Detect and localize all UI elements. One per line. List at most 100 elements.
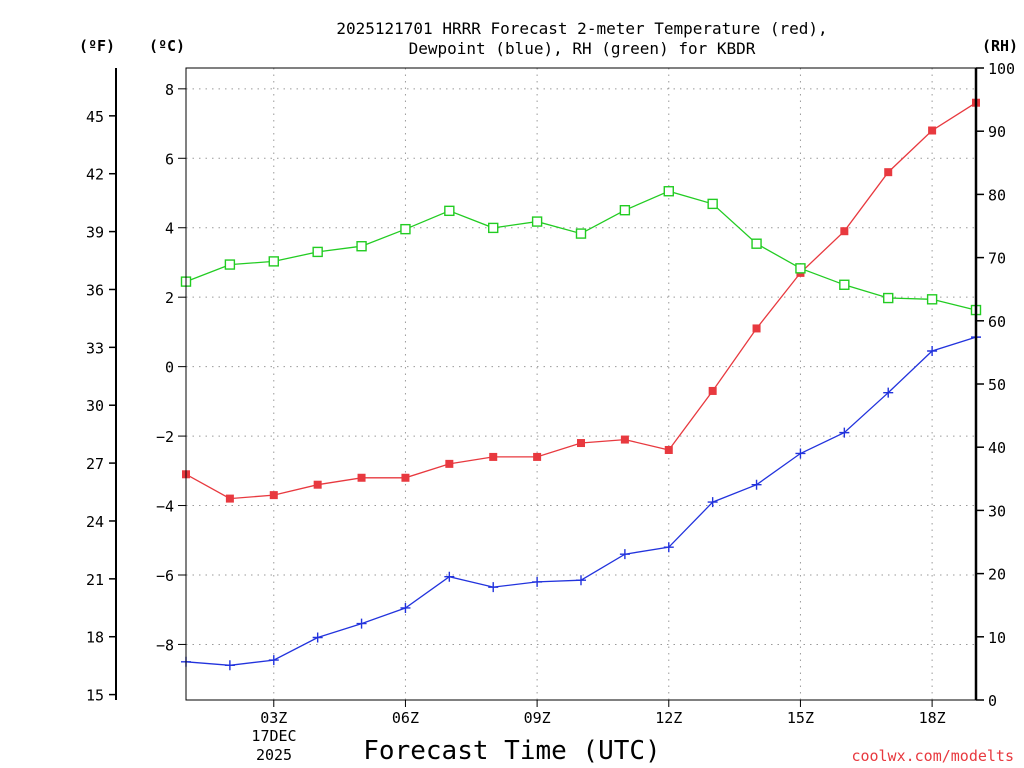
celsius-tick-label: 0: [165, 359, 174, 377]
x-tick-label: 03Z: [260, 709, 287, 727]
x-tick-label: 06Z: [392, 709, 419, 727]
x-tick-label: 12Z: [655, 709, 682, 727]
celsius-unit-label: (ºC): [149, 37, 185, 55]
dewpoint-series-line: [185, 336, 977, 666]
rh-point: [444, 205, 455, 217]
x-tick-label: 18Z: [919, 709, 946, 727]
rh-point: [356, 241, 367, 252]
rh-point: [839, 279, 850, 290]
dewpoint-point: [751, 479, 762, 490]
celsius-tick-label: 4: [165, 220, 174, 238]
date-label-day: 17DEC: [251, 727, 296, 745]
fahrenheit-unit-label: (ºF): [79, 37, 115, 55]
2-meter-temperature-point: [489, 452, 498, 461]
dewpoint-point: [224, 660, 235, 671]
celsius-tick-label: −4: [156, 498, 174, 516]
rh-tick-label: 10: [988, 629, 1006, 647]
axes: −8−6−4−202468151821242730333639424501020…: [86, 60, 1015, 727]
fahrenheit-tick-label: 42: [86, 166, 104, 184]
dewpoint-point: [268, 655, 279, 666]
rh-point: [663, 186, 674, 197]
celsius-tick-label: 2: [165, 289, 174, 307]
2-meter-temperature-point: [269, 491, 278, 500]
2-meter-temperature-point: [533, 452, 542, 461]
fahrenheit-tick-label: 39: [86, 224, 104, 242]
rh-tick-label: 30: [988, 502, 1006, 520]
rh-tick-label: 20: [988, 566, 1006, 584]
rh-tick-label: 100: [988, 60, 1015, 78]
rh-point: [751, 238, 762, 249]
credit-text: coolwx.com/modelts: [851, 747, 1014, 765]
fahrenheit-tick-label: 27: [86, 455, 104, 473]
2-meter-temperature-point: [752, 324, 761, 333]
rh-point: [707, 198, 718, 210]
rh-tick-label: 90: [988, 123, 1006, 141]
dewpoint-point: [707, 497, 718, 508]
2-meter-temperature-point: [357, 473, 366, 482]
dewpoint-point: [619, 549, 630, 560]
dewpoint-point: [488, 582, 499, 593]
dewpoint-point: [532, 576, 543, 587]
fahrenheit-tick-label: 45: [86, 108, 104, 126]
dewpoint-point: [663, 542, 674, 553]
x-axis-label: Forecast Time (UTC): [363, 736, 660, 766]
rh-point: [268, 256, 279, 267]
date-label-year: 2025: [256, 746, 292, 764]
rh-point: [926, 294, 938, 305]
2-meter-temperature-point: [313, 480, 322, 489]
rh-series-line: [185, 190, 977, 311]
2-meter-temperature-point: [225, 494, 234, 503]
celsius-tick-label: −8: [156, 636, 174, 654]
series-layer: [180, 98, 982, 671]
grid-lines: [186, 68, 976, 700]
fahrenheit-tick-label: 30: [86, 397, 104, 415]
x-tick-label: 09Z: [524, 709, 551, 727]
rh-tick-label: 50: [988, 376, 1006, 394]
rh-point: [531, 216, 543, 227]
dewpoint-point: [883, 387, 894, 398]
fahrenheit-tick-label: 36: [86, 281, 104, 299]
2-meter-temperature-point: [577, 439, 585, 448]
rh-point: [488, 222, 499, 234]
rh-point: [619, 204, 631, 216]
2-meter-temperature-point: [445, 459, 454, 468]
2-meter-temperature-point: [928, 126, 937, 135]
dewpoint-point: [400, 602, 411, 613]
rh-point: [795, 263, 806, 274]
x-tick-label: 15Z: [787, 709, 814, 727]
fahrenheit-tick-label: 21: [86, 571, 104, 589]
celsius-tick-label: −6: [156, 567, 174, 585]
dewpoint-point: [444, 571, 455, 582]
rh-point: [224, 259, 236, 270]
fahrenheit-tick-label: 33: [86, 339, 104, 357]
dewpoint-point: [795, 448, 806, 459]
rh-tick-label: 0: [988, 692, 997, 710]
rh-tick-label: 40: [988, 439, 1006, 457]
chart-title-line-1: 2025121701 HRRR Forecast 2-meter Tempera…: [336, 19, 827, 38]
2-meter-temperature-point: [708, 386, 717, 395]
dewpoint-point: [356, 618, 367, 629]
rh-point: [400, 223, 411, 235]
dewpoint-point: [312, 632, 323, 643]
rh-point: [883, 292, 894, 304]
2-meter-temperature-point: [620, 435, 629, 444]
celsius-tick-label: 8: [165, 81, 174, 99]
chart-title-line-2: Dewpoint (blue), RH (green) for KBDR: [409, 39, 756, 58]
rh-tick-label: 60: [988, 313, 1006, 331]
rh-tick-label: 80: [988, 186, 1006, 204]
2-meter-temperature-point: [884, 168, 893, 177]
dewpoint-point: [839, 427, 850, 438]
fahrenheit-tick-label: 18: [86, 629, 104, 647]
dewpoint-point: [927, 346, 938, 357]
2-meter-temperature-point: [664, 445, 673, 454]
2-meter-temperature-point: [401, 473, 410, 482]
celsius-tick-label: 6: [165, 150, 174, 168]
rh-tick-label: 70: [988, 250, 1006, 268]
2-meter-temperature-point: [840, 227, 849, 236]
plot-frame: [185, 67, 977, 701]
rh-unit-label: (RH): [982, 37, 1018, 55]
celsius-tick-label: −2: [156, 428, 174, 446]
rh-point: [312, 246, 323, 258]
dewpoint-point: [576, 575, 586, 586]
